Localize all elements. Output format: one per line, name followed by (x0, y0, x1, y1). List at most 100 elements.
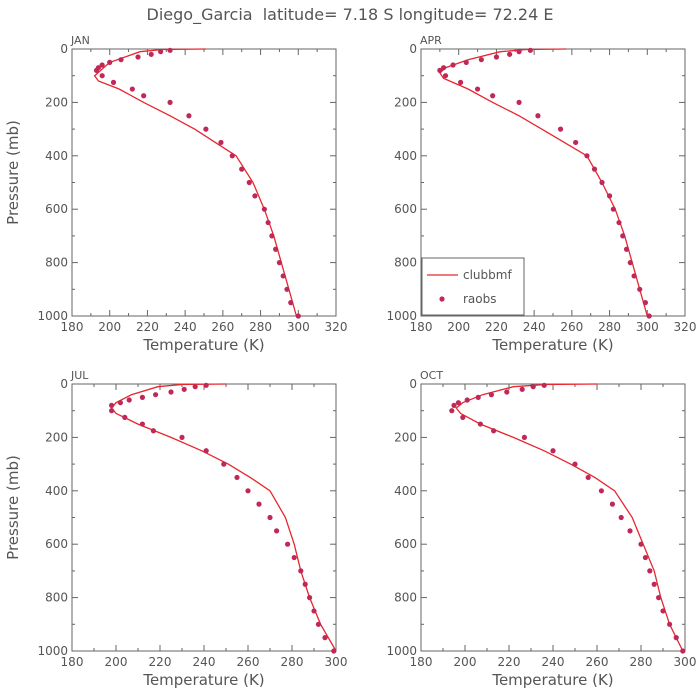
data-point (192, 384, 198, 390)
y-tick-label: 200 (45, 430, 68, 444)
panel-jul: 180 200 220 240 260 280 300 0 200 400 600 800 1000 JU… (4, 369, 347, 689)
data-point (168, 389, 174, 395)
data-point (295, 313, 301, 319)
data-point (642, 554, 649, 561)
data-point (460, 414, 466, 420)
data-point (463, 59, 469, 65)
data-point (311, 608, 317, 614)
data-point (285, 541, 291, 547)
data-point (276, 260, 283, 266)
data-point (441, 65, 447, 71)
data-point (631, 273, 637, 279)
data-point (322, 635, 328, 641)
data-point (203, 382, 209, 388)
x-tick-label: 260 (586, 655, 609, 669)
data-point (647, 568, 653, 574)
x-tick-label: 300 (674, 655, 697, 669)
data-point (181, 386, 187, 392)
data-point (203, 126, 209, 132)
data-point (148, 51, 154, 57)
data-point (450, 62, 456, 68)
data-point (203, 448, 209, 454)
data-point (261, 206, 267, 212)
data-point (572, 461, 578, 467)
data-point (150, 428, 156, 434)
x-tick-label: 220 (136, 320, 159, 334)
data-point (464, 397, 470, 403)
data-point (267, 514, 273, 521)
data-point (609, 501, 616, 507)
data-point (315, 621, 321, 627)
y-axis-label: Pressure (mb) (4, 455, 22, 560)
y-tick-label: 600 (394, 202, 417, 216)
series-line-clubbmf (110, 383, 337, 652)
x-axis-label: Temperature (K) (491, 671, 613, 689)
data-point (307, 595, 313, 601)
x-tick-label: 200 (105, 655, 128, 669)
data-point (153, 392, 159, 398)
series-line-clubbmf (93, 48, 298, 317)
data-point (269, 233, 275, 239)
y-tick-label: 200 (394, 430, 417, 444)
data-point (527, 47, 533, 53)
data-point (135, 54, 141, 60)
data-point (504, 389, 510, 395)
y-tick-label: 0 (60, 377, 68, 391)
y-tick-label: 400 (394, 149, 417, 163)
data-point (256, 501, 262, 507)
x-tick-label: 260 (211, 320, 234, 334)
data-point (167, 47, 173, 53)
figure-title: Diego_Garcia latitude= 7.18 S longitude=… (147, 5, 554, 25)
data-point (620, 233, 626, 239)
x-tick-label: 240 (193, 655, 216, 669)
data-point (584, 153, 590, 159)
data-point (239, 166, 245, 172)
data-point (288, 300, 294, 306)
data-point (535, 113, 541, 119)
data-point (449, 408, 455, 414)
data-point (109, 402, 115, 408)
data-point (610, 206, 616, 212)
data-point (99, 73, 105, 79)
y-tick-label: 400 (45, 484, 68, 498)
data-point (660, 608, 666, 614)
y-tick-label: 0 (60, 42, 68, 56)
panel-apr: 180 200 220 240 260 280 300 320 0 200 400 600 800 100… (386, 34, 696, 354)
data-point (642, 300, 649, 306)
data-point (667, 621, 673, 627)
x-tick-label: 200 (454, 655, 477, 669)
data-point (129, 86, 135, 92)
y-tick-label: 600 (45, 537, 68, 551)
data-point (107, 59, 113, 65)
data-point (627, 528, 633, 534)
series-markers-raobs (93, 47, 301, 319)
panel-jan: 180 200 220 240 260 280 300 320 0 200 400 600 800 100… (4, 34, 347, 354)
panel-title: JAN (70, 34, 90, 47)
data-point (474, 86, 481, 92)
data-point (557, 126, 564, 132)
data-point (229, 153, 235, 159)
data-point (221, 461, 227, 467)
x-tick-label: 280 (281, 655, 304, 669)
legend-label-model: clubbmf (463, 268, 512, 282)
x-tick-label: 300 (287, 320, 310, 334)
x-tick-label: 280 (598, 320, 621, 334)
series-markers-raobs (109, 382, 337, 654)
data-point (117, 400, 123, 406)
y-tick-label: 200 (45, 95, 68, 109)
x-tick-label: 320 (674, 320, 697, 334)
data-point (99, 62, 105, 68)
data-point (591, 166, 598, 172)
data-point (218, 139, 224, 146)
y-tick-label: 400 (45, 149, 68, 163)
data-point (598, 488, 605, 494)
y-tick-label: 600 (394, 537, 417, 551)
legend: clubbmf raobs (421, 257, 525, 316)
legend-label-obs: raobs (463, 292, 497, 306)
data-point (490, 93, 496, 99)
x-tick-label: 220 (149, 655, 172, 669)
legend-marker-swatch (439, 296, 445, 302)
y-axis-label: Pressure (mb) (4, 120, 22, 225)
data-point (521, 434, 528, 440)
